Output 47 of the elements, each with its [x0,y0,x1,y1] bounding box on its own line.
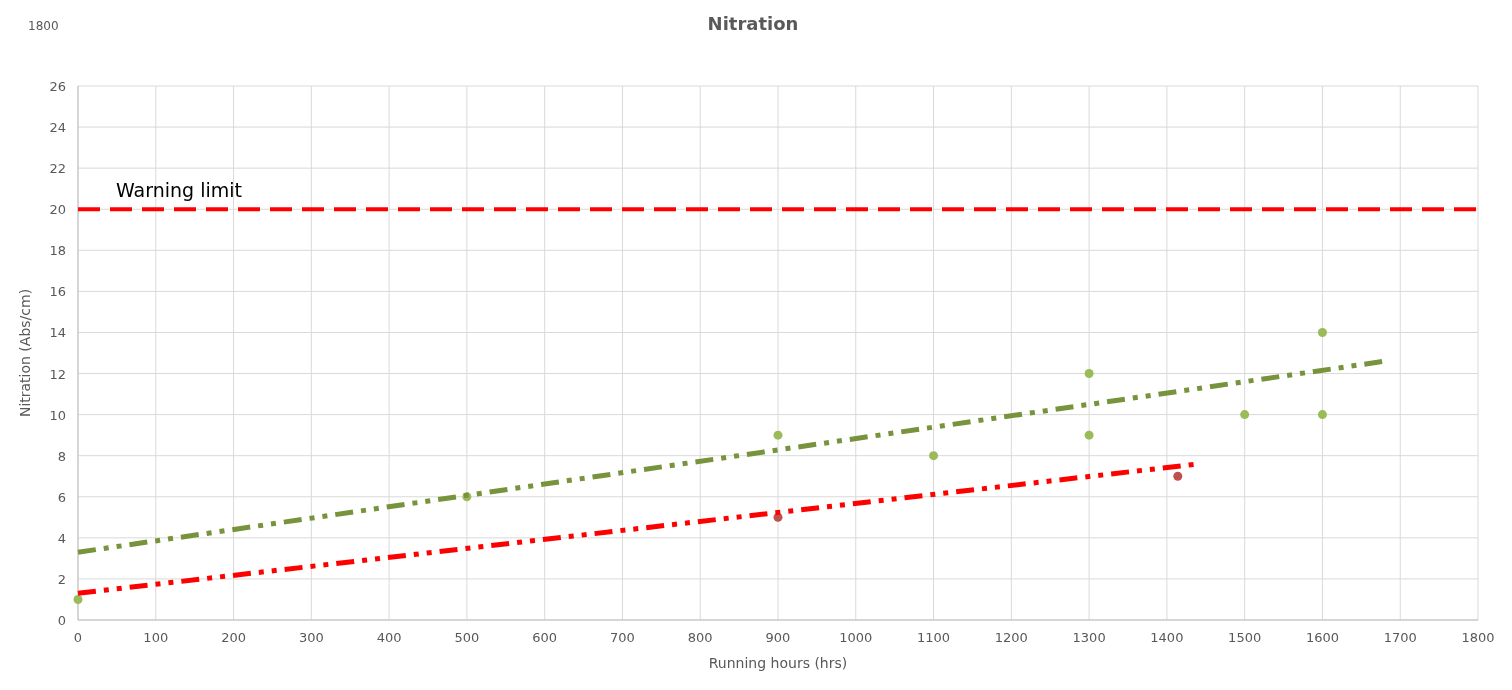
y-tick-label: 16 [49,284,66,300]
y-tick-label: 24 [49,120,66,136]
y-tick-label: 20 [49,202,66,218]
x-tick-label: 1700 [1383,630,1417,645]
text: 1800 [28,19,59,33]
x-tick-label: 200 [221,630,246,645]
x-tick-label: 1200 [994,630,1028,645]
x-tick-label: 1500 [1228,630,1262,645]
point [929,451,939,461]
y-axis-title: Nitration (Abs/cm) [17,288,33,418]
y-tick-label: 0 [57,613,66,628]
x-tick-label: 700 [610,630,635,645]
x-tick-label: 1600 [1305,630,1339,645]
y-tick-label: 6 [57,489,66,505]
x-tick-label: 100 [143,630,169,645]
point [1317,410,1327,420]
y-tick-label: 22 [49,161,66,177]
point [1317,327,1327,337]
x-tick-label: 900 [765,630,791,645]
y-tick-label: 4 [57,530,66,546]
x-tick-label: 600 [532,630,558,645]
chart-title: Nitration [707,13,799,34]
ref-line-label: Warning limit [116,179,242,202]
y-tick-label: 14 [49,325,66,341]
y-tick-label: 2 [57,571,66,587]
y-tick-label: 26 [49,79,66,94]
point [1173,471,1183,481]
point [1084,369,1094,379]
point [73,594,83,604]
y-tick-label: 12 [49,366,66,382]
x-tick-label: 1000 [839,630,873,645]
y-tick-label: 10 [49,407,66,423]
x-tick-label: 400 [376,630,402,645]
x-tick-label: 0 [73,630,83,645]
point [1240,410,1250,420]
x-tick-label: 1800 [1461,630,1495,645]
point [773,430,783,440]
x-tick-label: 800 [687,630,713,645]
x-tick-label: 1100 [917,630,951,645]
x-tick-label: 500 [454,630,480,645]
y-tick-label: 8 [57,448,66,464]
x-tick-label: 1300 [1072,630,1106,645]
y-tick-label: 18 [49,243,66,259]
point [1084,430,1094,440]
x-tick-label: 1400 [1150,630,1184,645]
x-tick-label: 300 [298,630,324,645]
x-axis-title: Running hours (hrs) [708,655,848,671]
